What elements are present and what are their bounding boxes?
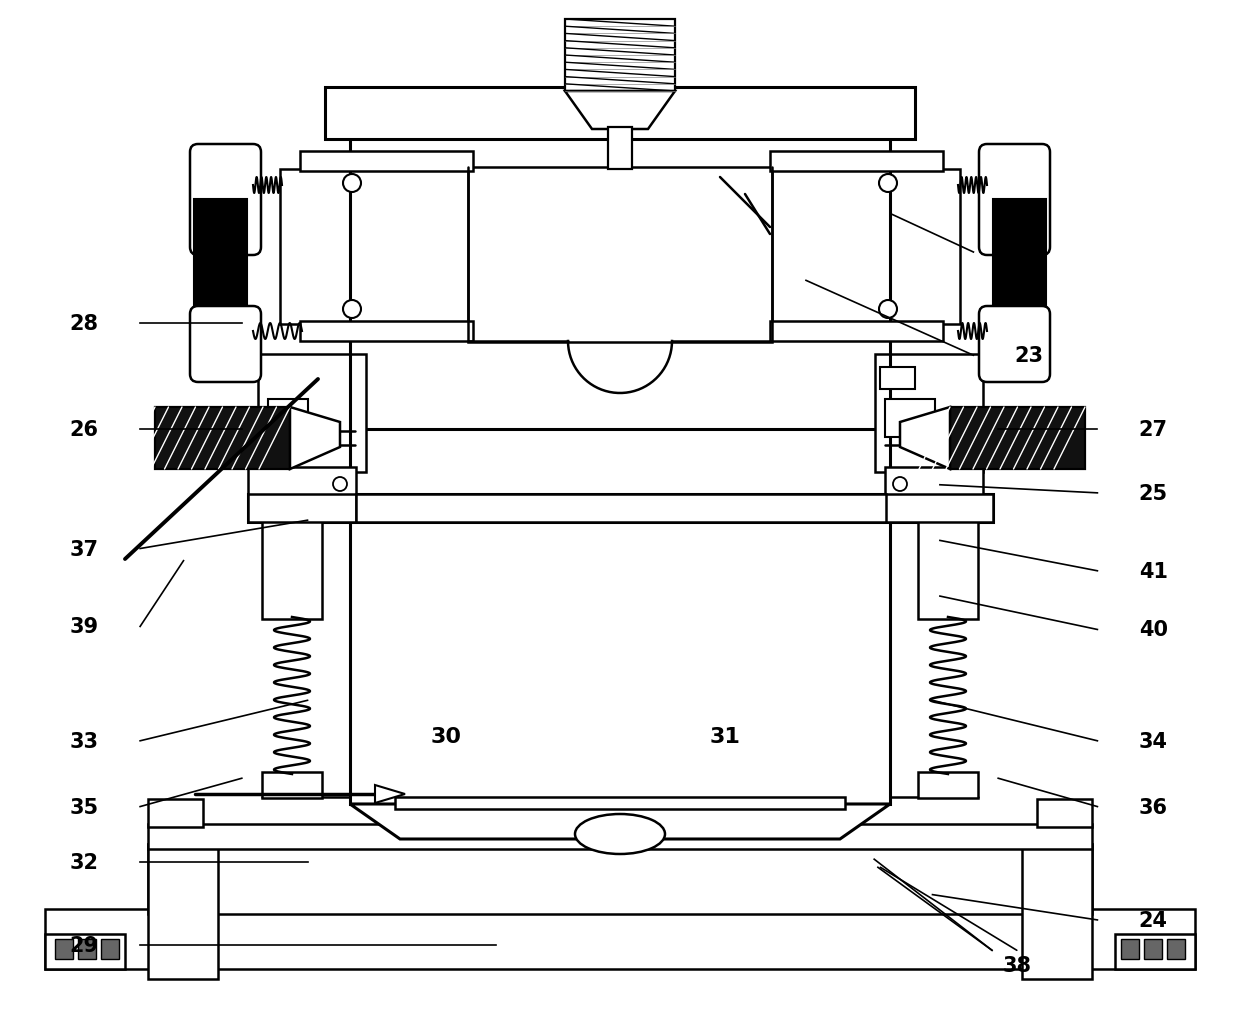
Text: 29: 29 bbox=[69, 935, 99, 955]
Text: 41: 41 bbox=[1138, 561, 1168, 581]
Bar bbox=[148, 844, 1092, 914]
Text: 40: 40 bbox=[1138, 620, 1168, 640]
Bar bbox=[55, 939, 73, 959]
Text: 33: 33 bbox=[69, 731, 99, 751]
Bar bbox=[885, 467, 983, 499]
Bar bbox=[1145, 939, 1162, 959]
Text: 26: 26 bbox=[69, 420, 99, 440]
Text: 35: 35 bbox=[69, 797, 99, 817]
Text: 24: 24 bbox=[1138, 910, 1168, 930]
Text: 39: 39 bbox=[69, 617, 99, 637]
Bar bbox=[1121, 939, 1140, 959]
Bar bbox=[467, 168, 773, 343]
Text: 42: 42 bbox=[1014, 243, 1044, 263]
Bar bbox=[78, 939, 95, 959]
Bar bbox=[193, 200, 247, 307]
Bar bbox=[1022, 844, 1092, 979]
Bar bbox=[875, 355, 983, 472]
Bar bbox=[262, 522, 322, 620]
Polygon shape bbox=[565, 92, 675, 129]
Bar bbox=[918, 772, 978, 799]
Text: 32: 32 bbox=[69, 852, 99, 872]
Bar bbox=[356, 494, 887, 523]
Circle shape bbox=[879, 300, 897, 318]
Bar bbox=[396, 798, 844, 809]
FancyBboxPatch shape bbox=[190, 306, 260, 382]
Bar bbox=[993, 200, 1047, 307]
Text: 30: 30 bbox=[430, 726, 461, 746]
Bar bbox=[262, 772, 322, 799]
Text: 25: 25 bbox=[1138, 483, 1168, 503]
Text: 38: 38 bbox=[1002, 955, 1032, 976]
Bar bbox=[148, 824, 1092, 849]
Text: 34: 34 bbox=[1138, 731, 1168, 751]
Polygon shape bbox=[290, 407, 340, 469]
Bar bbox=[280, 170, 470, 325]
FancyBboxPatch shape bbox=[980, 306, 1050, 382]
Circle shape bbox=[893, 477, 906, 491]
Bar bbox=[100, 939, 119, 959]
Bar bbox=[248, 494, 356, 523]
Bar bbox=[148, 844, 218, 979]
Bar bbox=[885, 399, 935, 438]
FancyBboxPatch shape bbox=[980, 145, 1050, 256]
Bar bbox=[770, 170, 960, 325]
Bar bbox=[248, 494, 993, 523]
Polygon shape bbox=[350, 804, 890, 839]
Bar bbox=[300, 321, 472, 342]
Bar bbox=[155, 407, 290, 469]
Bar bbox=[45, 934, 125, 969]
Bar bbox=[950, 407, 1085, 469]
Bar bbox=[1167, 939, 1185, 959]
Text: 23: 23 bbox=[1014, 346, 1044, 366]
Bar bbox=[45, 909, 1195, 969]
Bar bbox=[350, 430, 890, 804]
Text: 37: 37 bbox=[69, 539, 99, 559]
Bar bbox=[770, 321, 942, 342]
Bar bbox=[268, 399, 308, 438]
Bar bbox=[608, 127, 632, 170]
Bar bbox=[325, 88, 915, 140]
Bar bbox=[565, 20, 675, 92]
Bar bbox=[770, 152, 942, 172]
Bar bbox=[1115, 934, 1195, 969]
Bar bbox=[148, 800, 203, 827]
Bar bbox=[248, 467, 356, 499]
Bar bbox=[258, 355, 366, 472]
Ellipse shape bbox=[575, 814, 665, 854]
FancyBboxPatch shape bbox=[190, 145, 260, 256]
Polygon shape bbox=[900, 407, 950, 469]
Circle shape bbox=[879, 175, 897, 193]
Text: 27: 27 bbox=[1138, 420, 1168, 440]
Bar bbox=[300, 152, 472, 172]
Bar bbox=[918, 522, 978, 620]
Circle shape bbox=[334, 477, 347, 491]
Bar bbox=[880, 368, 915, 389]
Polygon shape bbox=[374, 786, 405, 803]
Bar bbox=[1037, 800, 1092, 827]
Circle shape bbox=[343, 300, 361, 318]
Text: 31: 31 bbox=[711, 726, 740, 746]
Bar bbox=[885, 494, 993, 523]
Text: 28: 28 bbox=[69, 313, 99, 334]
Circle shape bbox=[343, 175, 361, 193]
Text: 36: 36 bbox=[1138, 797, 1168, 817]
